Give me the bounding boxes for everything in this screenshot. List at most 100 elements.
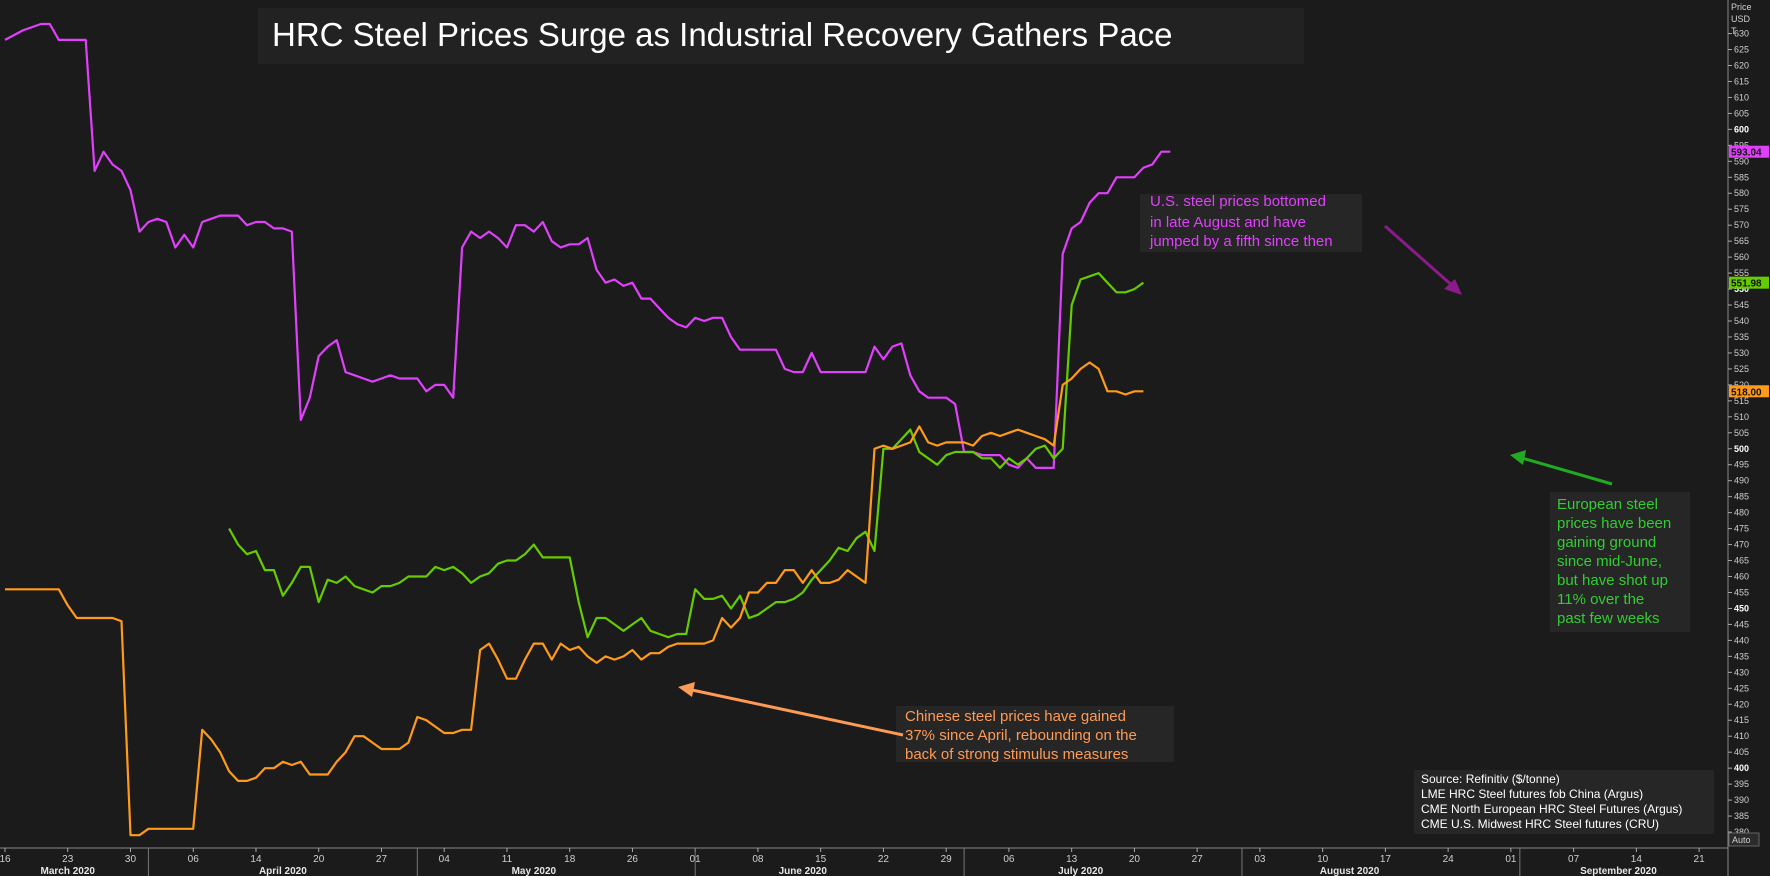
y-tick-label: 555 [1734,268,1749,278]
axis-unit-tonne: T [1731,26,1737,36]
y-tick-label: 420 [1734,699,1749,709]
x-month-label: April 2020 [259,866,307,876]
china-annotation-line2: 37% since April, rebounding on the [905,727,1137,744]
y-tick-label: 560 [1734,252,1749,262]
europe-annotation-line3: gaining ground [1557,534,1656,551]
axis-unit-price: Price [1731,2,1752,12]
europe-annotation-line2: prices have been [1557,515,1671,532]
x-tick-label: 07 [1568,854,1580,865]
last-value-label-us: 593.04 [1731,148,1762,159]
x-tick-label: 23 [62,854,74,865]
source-line3: CME North European HRC Steel Futures (Ar… [1421,802,1682,816]
x-tick-label: 08 [752,854,764,865]
y-tick-label: 470 [1734,540,1749,550]
y-tick-label: 450 [1734,603,1749,613]
y-tick-label: 430 [1734,667,1749,677]
y-tick-label: 600 [1734,124,1749,134]
y-tick-label: 535 [1734,332,1749,342]
us-annotation-arrow [1384,224,1456,290]
y-tick-label: 520 [1734,380,1749,390]
x-tick-label: 14 [1631,854,1643,865]
y-tick-label: 415 [1734,715,1749,725]
y-tick-label: 610 [1734,92,1749,102]
europe-annotation-line4: since mid-June, [1557,553,1662,570]
y-tick-label: 515 [1734,396,1749,406]
x-tick-label: 26 [627,854,639,865]
china-annotation-line3: back of strong stimulus measures [905,746,1128,763]
series-lines [4,22,1171,837]
y-tick-label: 530 [1734,348,1749,358]
x-month-label: July 2020 [1058,866,1103,876]
source-line4: CME U.S. Midwest HRC Steel futures (CRU) [1421,817,1659,831]
x-tick-label: 30 [125,854,137,865]
x-tick-label: 03 [1254,854,1266,865]
y-tick-label: 585 [1734,172,1749,182]
y-tick-label: 500 [1734,444,1749,454]
y-tick-label: 580 [1734,188,1749,198]
x-tick-label: 29 [941,854,953,865]
y-tick-label: 575 [1734,204,1749,214]
y-tick-label: 630 [1734,29,1749,39]
last-value-label-europe: 551.98 [1731,279,1762,290]
y-tick-label: 455 [1734,587,1749,597]
europe-annotation-line7: past few weeks [1557,610,1660,627]
y-tick-label: 480 [1734,508,1749,518]
y-tick-label: 615 [1734,76,1749,86]
us-arrowhead [1444,279,1462,295]
source-line1: Source: Refinitiv ($/tonne) [1421,772,1560,786]
x-tick-label: 21 [1694,854,1706,865]
y-tick-label: 475 [1734,524,1749,534]
europe-annotation-arrow [1521,456,1613,486]
x-tick-label: 16 [0,854,11,865]
y-tick-label: 400 [1734,763,1749,773]
x-tick-label: 04 [439,854,451,865]
y-tick-label: 410 [1734,731,1749,741]
x-month-label: June 2020 [779,866,828,876]
x-axis: 16 23 30 06 14 20 27 04 11 18 26 01 08 15 22 29 06 13 20 27… [0,848,1705,876]
y-axis: 380 385 390 395 400 405 410 415 420 425 430 435 440 4… [1728,29,1749,837]
y-tick-label: 565 [1734,236,1749,246]
series-line-us [4,22,1171,469]
x-tick-label: 14 [250,854,262,865]
x-tick-label: 10 [1317,854,1329,865]
europe-annotation-box [1550,492,1690,632]
y-tick-label: 405 [1734,747,1749,757]
y-tick-label: 445 [1734,619,1749,629]
y-tick-label: 570 [1734,220,1749,230]
europe-annotation-line5: but have shot up [1557,572,1668,589]
source-line2: LME HRC Steel futures fob China (Argus) [1421,787,1643,801]
y-tick-label: 395 [1734,779,1749,789]
last-value-tag-us [1729,145,1769,158]
last-value-tag-china [1729,385,1769,398]
china-annotation-box [896,706,1174,762]
y-tick-label: 550 [1734,284,1749,294]
y-tick-label: 460 [1734,572,1749,582]
y-tick-label: 435 [1734,651,1749,661]
y-tick-label: 440 [1734,635,1749,645]
auto-scale-button[interactable] [1728,832,1760,847]
europe-arrowhead [1510,450,1526,465]
x-tick-label: 22 [878,854,890,865]
x-tick-label: 13 [1066,854,1078,865]
y-tick-label: 390 [1734,795,1749,805]
x-tick-label: 18 [564,854,576,865]
y-tick-label: 545 [1734,300,1749,310]
x-tick-label: 17 [1380,854,1392,865]
y-tick-label: 490 [1734,476,1749,486]
x-tick-label: 06 [188,854,200,865]
y-tick-label: 595 [1734,140,1749,150]
y-tick-label: 590 [1734,156,1749,166]
x-tick-label: 20 [313,854,325,865]
chart-title: HRC Steel Prices Surge as Industrial Rec… [272,16,1173,53]
x-month-label: September 2020 [1580,866,1657,876]
x-month-label: March 2020 [41,866,96,876]
y-tick-label: 505 [1734,428,1749,438]
us-annotation-box [1140,194,1362,252]
axis-unit-currency: USD [1731,14,1751,24]
y-tick-label: 605 [1734,108,1749,118]
y-tick-label: 380 [1734,827,1749,837]
y-tick-label: 540 [1734,316,1749,326]
x-tick-label: 15 [815,854,827,865]
china-annotation-line1: Chinese steel prices have gained [905,708,1126,725]
